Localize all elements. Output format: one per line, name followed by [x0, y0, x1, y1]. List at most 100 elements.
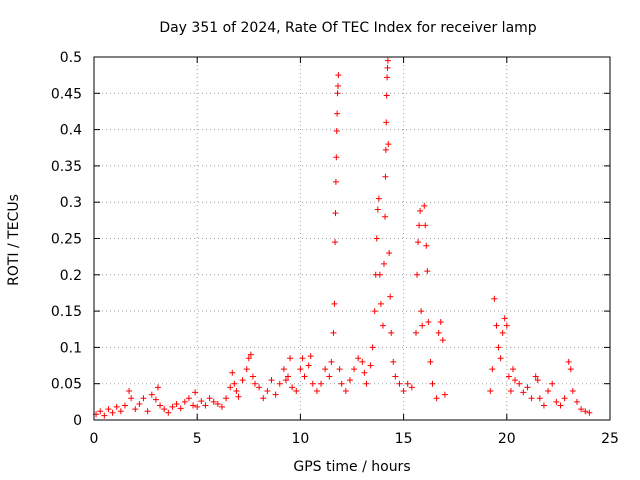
x-tick-label: 0	[90, 431, 99, 447]
data-point	[313, 387, 320, 394]
data-point	[578, 406, 585, 413]
x-tick-label: 15	[395, 431, 413, 447]
data-point	[334, 90, 341, 97]
data-point	[272, 391, 279, 398]
data-point	[505, 373, 512, 380]
data-point	[233, 387, 240, 394]
data-point	[249, 373, 256, 380]
data-point	[148, 391, 155, 398]
data-point	[536, 395, 543, 402]
y-tick-label: 0.35	[51, 159, 82, 175]
data-point	[346, 377, 353, 384]
data-point	[126, 387, 133, 394]
y-axis-label: ROTI / TECUs	[6, 194, 22, 286]
data-point	[390, 358, 397, 365]
data-point	[336, 366, 343, 373]
data-point	[169, 403, 176, 410]
data-point	[334, 110, 341, 117]
data-point	[388, 329, 395, 336]
data-point	[231, 380, 238, 387]
y-tick-label: 0.2	[60, 268, 82, 284]
data-point	[418, 308, 425, 315]
data-point	[425, 318, 432, 325]
data-point	[427, 358, 434, 365]
data-point	[181, 398, 188, 405]
data-point	[157, 402, 164, 409]
data-point	[382, 146, 389, 153]
x-tick-label: 20	[498, 431, 516, 447]
y-tick-label: 0.15	[51, 304, 82, 320]
data-point	[307, 353, 314, 360]
data-point	[165, 409, 172, 416]
data-point	[367, 362, 374, 369]
data-point	[332, 178, 339, 185]
data-point	[540, 402, 547, 409]
data-point	[359, 358, 366, 365]
y-tick-label: 0.3	[60, 195, 82, 211]
data-point	[355, 355, 362, 362]
data-point	[264, 387, 271, 394]
data-point	[382, 173, 389, 180]
data-point	[260, 395, 267, 402]
data-point	[239, 377, 246, 384]
data-point	[437, 318, 444, 325]
data-point	[382, 213, 389, 220]
data-point	[520, 389, 527, 396]
data-point	[495, 344, 502, 351]
data-point	[332, 239, 339, 246]
data-point	[223, 395, 230, 402]
data-point	[545, 387, 552, 394]
data-point	[132, 406, 139, 413]
data-point	[412, 329, 419, 336]
data-point	[330, 329, 337, 336]
y-tick-label: 0	[73, 413, 82, 429]
y-tick-labels: 0 0.05 0.1 0.15 0.2 0.25 0.3 0.35 0.4 0.45 0.5	[51, 50, 82, 429]
data-point	[532, 373, 539, 380]
data-point	[194, 403, 201, 410]
data-point	[331, 300, 338, 307]
data-point	[435, 329, 442, 336]
data-point	[210, 398, 217, 405]
data-point	[415, 239, 422, 246]
data-point	[383, 92, 390, 99]
data-point	[400, 387, 407, 394]
data-point	[140, 395, 147, 402]
x-tick-label: 10	[291, 431, 309, 447]
data-point	[152, 396, 159, 403]
data-point	[491, 295, 498, 302]
data-point	[553, 398, 560, 405]
x-axis-label: GPS time / hours	[293, 459, 410, 475]
data-point	[322, 366, 329, 373]
data-point	[363, 380, 370, 387]
data-point	[202, 402, 209, 409]
data-point	[501, 315, 508, 322]
data-point	[227, 384, 234, 391]
data-point	[516, 380, 523, 387]
data-point	[565, 358, 572, 365]
data-point	[489, 366, 496, 373]
data-point	[235, 393, 242, 400]
data-point	[282, 377, 289, 384]
data-point	[423, 242, 430, 249]
data-points	[93, 57, 593, 419]
data-point	[299, 355, 306, 362]
x-tick-labels: 0 5 10 15 20 25	[90, 431, 619, 447]
data-point	[328, 358, 335, 365]
plot-frame	[93, 56, 611, 421]
data-point	[287, 355, 294, 362]
data-point	[229, 369, 236, 376]
data-point	[439, 337, 446, 344]
data-point	[185, 395, 192, 402]
data-point	[326, 373, 333, 380]
data-point	[392, 373, 399, 380]
data-point	[384, 57, 391, 64]
data-point	[301, 373, 308, 380]
data-point	[416, 222, 423, 229]
data-point	[154, 384, 161, 391]
data-point	[385, 141, 392, 148]
data-point	[335, 72, 342, 79]
data-point	[441, 391, 448, 398]
data-point	[289, 384, 296, 391]
data-point	[297, 366, 304, 373]
data-point	[177, 405, 184, 412]
